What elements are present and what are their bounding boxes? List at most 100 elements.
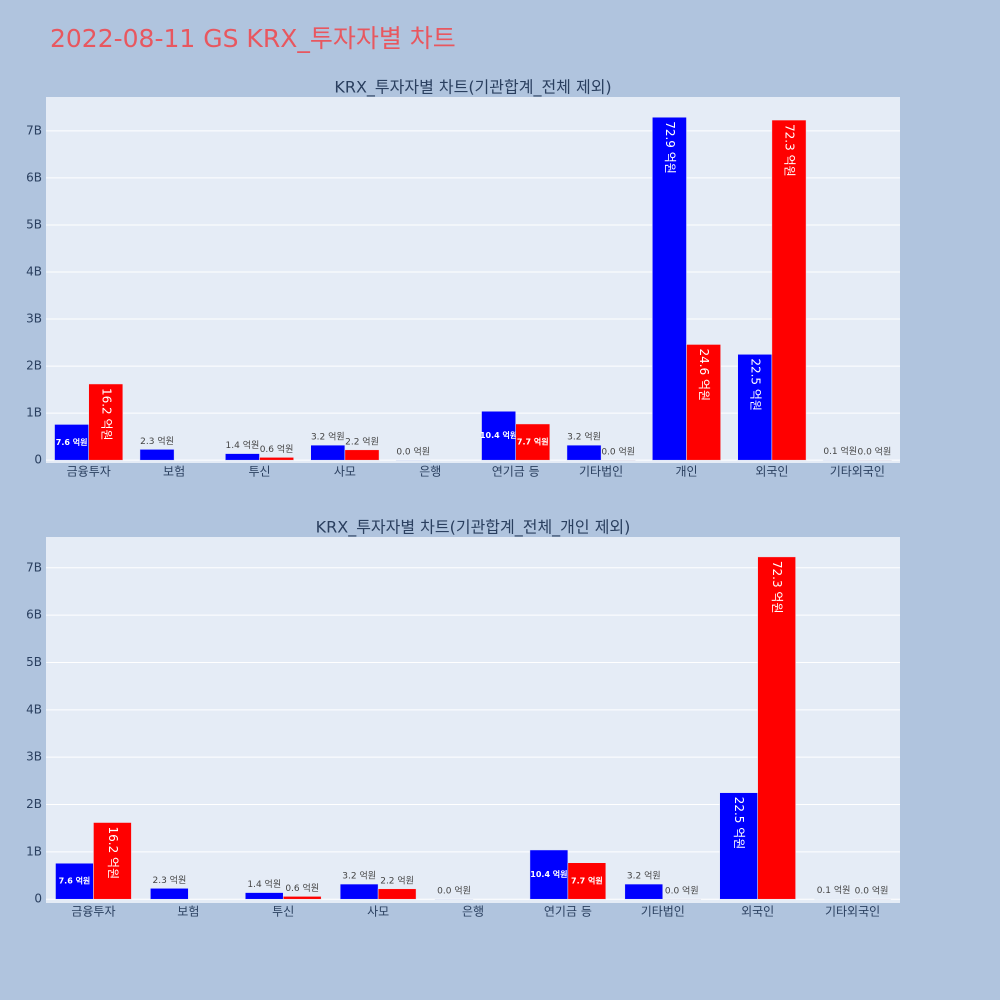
value-label: 0.0 억원 bbox=[601, 446, 635, 458]
value-label: 0.0 억원 bbox=[665, 885, 699, 897]
value-label: 72.3 억원 bbox=[782, 124, 796, 177]
x-tick-label: 기타법인 bbox=[641, 905, 685, 919]
x-tick-label: 은행 bbox=[462, 904, 484, 919]
y-tick-label: 4B bbox=[26, 702, 42, 716]
bar bbox=[566, 444, 602, 461]
x-tick-label: 기타외국인 bbox=[825, 905, 880, 919]
bar bbox=[662, 898, 701, 900]
value-label: 16.2 억원 bbox=[99, 388, 113, 441]
y-tick-label: 6B bbox=[26, 608, 42, 622]
value-label: 10.4 억원 bbox=[480, 430, 517, 440]
bar bbox=[139, 449, 175, 461]
x-tick-label: 사모 bbox=[367, 905, 389, 919]
bar bbox=[852, 898, 891, 900]
x-tick-label: 보험 bbox=[163, 465, 185, 479]
x-tick-label: 기타법인 bbox=[579, 465, 623, 479]
value-label: 3.2 억원 bbox=[567, 431, 601, 443]
x-tick-label: 개인 bbox=[675, 465, 697, 479]
value-label: 16.2 억원 bbox=[106, 827, 120, 880]
y-tick-label: 5B bbox=[26, 655, 42, 669]
bar bbox=[814, 898, 853, 900]
bar bbox=[93, 822, 132, 900]
value-label: 3.2 억원 bbox=[342, 870, 376, 882]
bar bbox=[88, 383, 124, 461]
value-label: 1.4 억원 bbox=[247, 878, 281, 890]
x-tick-label: 금융투자 bbox=[71, 905, 115, 919]
y-tick-label: 2B bbox=[26, 359, 42, 373]
bar bbox=[225, 453, 260, 461]
value-label: 2.2 억원 bbox=[380, 874, 414, 886]
x-tick-label: 사모 bbox=[334, 465, 356, 479]
value-label: 0.6 억원 bbox=[260, 443, 294, 455]
bar bbox=[686, 344, 721, 461]
y-tick-label: 3B bbox=[26, 312, 42, 326]
bar bbox=[652, 116, 687, 461]
y-tick-label: 0 bbox=[34, 453, 42, 467]
y-tick-label: 6B bbox=[26, 170, 42, 184]
bar bbox=[377, 888, 417, 900]
y-tick-label: 3B bbox=[26, 750, 42, 764]
bar bbox=[600, 459, 636, 461]
value-label: 0.6 억원 bbox=[285, 882, 319, 894]
value-label: 0.0 억원 bbox=[855, 885, 889, 897]
bar bbox=[150, 888, 189, 900]
value-label: 7.6 억원 bbox=[59, 876, 91, 886]
value-label: 1.4 억원 bbox=[226, 439, 260, 451]
x-tick-label: 투신 bbox=[248, 465, 270, 479]
y-tick-label: 7B bbox=[26, 560, 42, 574]
y-tick-label: 1B bbox=[26, 844, 42, 858]
bar bbox=[282, 896, 322, 900]
bar bbox=[624, 883, 664, 900]
value-label: 2.2 억원 bbox=[345, 435, 379, 447]
bar bbox=[339, 883, 379, 900]
bar bbox=[395, 459, 431, 461]
value-label: 3.2 억원 bbox=[627, 870, 661, 882]
bar bbox=[757, 556, 796, 900]
bar bbox=[55, 862, 94, 900]
x-tick-label: 은행 bbox=[419, 464, 441, 479]
y-tick-label: 1B bbox=[26, 406, 42, 420]
value-label: 0.0 억원 bbox=[858, 446, 892, 458]
x-tick-label: 외국인 bbox=[741, 905, 774, 919]
value-label: 0.0 억원 bbox=[396, 446, 430, 458]
value-label: 0.1 억원 bbox=[817, 884, 851, 896]
x-tick-label: 투신 bbox=[272, 905, 294, 919]
value-label: 72.9 억원 bbox=[663, 121, 677, 174]
bar bbox=[719, 792, 758, 900]
chart-title: KRX_투자자별 차트(기관합계_전체 제외) bbox=[334, 78, 611, 98]
bar bbox=[857, 459, 892, 461]
value-label: 22.5 억원 bbox=[748, 358, 762, 411]
bar bbox=[529, 849, 569, 900]
x-tick-label: 금융투자 bbox=[67, 465, 111, 479]
x-tick-label: 연기금 등 bbox=[544, 905, 592, 919]
value-label: 24.6 억원 bbox=[697, 348, 711, 401]
value-label: 3.2 억원 bbox=[311, 431, 345, 443]
bar bbox=[310, 444, 346, 461]
x-tick-label: 보험 bbox=[177, 905, 199, 919]
bar bbox=[434, 898, 474, 900]
y-tick-label: 5B bbox=[26, 217, 42, 231]
value-label: 72.3 억원 bbox=[770, 561, 784, 614]
value-label: 22.5 억원 bbox=[732, 797, 746, 850]
value-label: 7.6 억원 bbox=[56, 437, 88, 447]
x-tick-label: 외국인 bbox=[755, 465, 788, 479]
value-label: 10.4 억원 bbox=[530, 869, 567, 879]
y-tick-label: 7B bbox=[26, 123, 42, 137]
x-tick-label: 연기금 등 bbox=[492, 465, 540, 479]
bar bbox=[344, 449, 380, 461]
bar bbox=[245, 892, 284, 900]
chart-title: KRX_투자자별 차트(기관합계_전체_개인 제외) bbox=[316, 518, 631, 538]
x-tick-label: 기타외국인 bbox=[830, 465, 885, 479]
y-tick-label: 2B bbox=[26, 797, 42, 811]
bar bbox=[771, 119, 807, 461]
bar bbox=[515, 423, 551, 461]
value-label: 0.1 억원 bbox=[823, 445, 857, 457]
value-label: 2.3 억원 bbox=[152, 874, 186, 886]
value-label: 7.7 억원 bbox=[571, 875, 603, 885]
y-tick-label: 0 bbox=[34, 892, 42, 906]
page-title: 2022-08-11 GS KRX_투자자별 차트 bbox=[50, 24, 456, 53]
value-label: 0.0 억원 bbox=[437, 885, 471, 897]
value-label: 2.3 억원 bbox=[140, 435, 174, 447]
bar bbox=[567, 862, 607, 900]
